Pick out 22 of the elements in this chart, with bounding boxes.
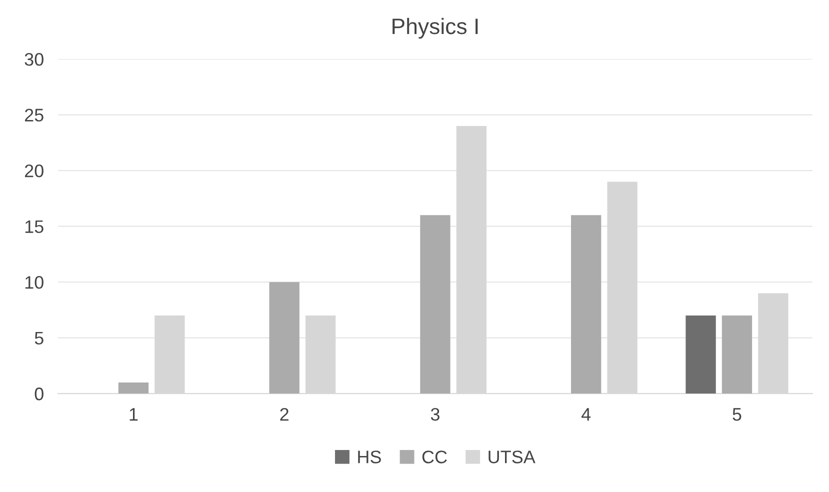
legend-label: CC [422, 450, 447, 464]
y-tick-label: 25 [24, 108, 44, 122]
x-tick-label: 5 [732, 408, 742, 421]
y-tick-label: 5 [34, 332, 44, 345]
y-tick-label: 0 [34, 388, 44, 400]
x-tick-label: 4 [581, 408, 591, 421]
x-tick-label: 2 [280, 408, 288, 421]
bar [571, 215, 602, 394]
bar [722, 316, 752, 394]
x-tick-label: 1 [130, 408, 138, 421]
bar [269, 282, 300, 394]
legend-label: UTSA [488, 450, 536, 464]
legend-label: HS [358, 450, 381, 464]
bar [118, 382, 149, 394]
y-tick-label: 20 [24, 164, 44, 178]
chart-title: Physics I [392, 18, 478, 39]
y-tick-label: 30 [24, 52, 44, 66]
x-tick-label: 3 [430, 408, 440, 421]
bar [420, 215, 450, 394]
bar [686, 316, 716, 394]
y-tick-label: 10 [25, 276, 44, 289]
y-tick-label: 15 [25, 220, 44, 234]
